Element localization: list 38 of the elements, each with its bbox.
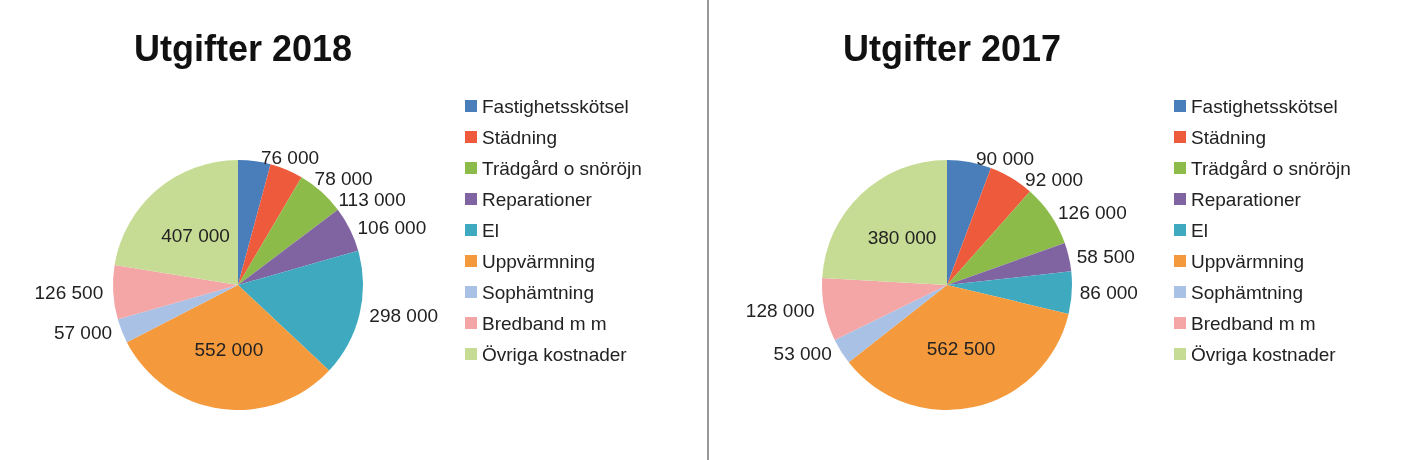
legend-label: Städning: [1191, 126, 1267, 148]
data-label: 407 000: [161, 224, 230, 246]
data-label: 380 000: [867, 226, 937, 248]
data-label: 106 000: [357, 216, 427, 238]
data-label: 58 500: [1076, 245, 1135, 267]
legend-label: Fastighetsskötsel: [1191, 95, 1338, 117]
data-label: 78 000: [314, 167, 373, 189]
data-label: 298 000: [369, 304, 439, 326]
legend-label: Sophämtning: [482, 281, 594, 303]
legend-label: Fastighetsskötsel: [482, 95, 629, 117]
legend-label: Trädgård o snöröjn: [1191, 157, 1351, 179]
legend-label: Uppvärmning: [482, 250, 595, 272]
legend-label: Reparationer: [482, 188, 593, 210]
legend-label: Övriga kostnader: [482, 343, 628, 365]
data-label: 57 000: [53, 321, 113, 343]
data-label: 552 000: [194, 339, 264, 361]
data-label: 92 000: [1025, 168, 1084, 190]
legend-label: Sophämtning: [1191, 281, 1303, 303]
legend-label: Bredband m m: [482, 312, 607, 334]
data-label: 86 000: [1079, 282, 1138, 304]
legend-label: Trädgård o snöröjn: [482, 157, 642, 179]
chart-title: Utgifter 2017: [842, 27, 1062, 69]
legend-label: El: [1191, 219, 1208, 241]
chart-title: Utgifter 2018: [133, 27, 353, 69]
legend-label: Städning: [482, 126, 558, 148]
legend-label: Uppvärmning: [1191, 250, 1304, 272]
legend-label: Övriga kostnader: [1191, 343, 1337, 365]
legend-label: Bredband m m: [1191, 312, 1316, 334]
data-label: 128 000: [745, 300, 815, 322]
legend-label: El: [482, 219, 499, 241]
data-label: 76 000: [260, 146, 320, 168]
data-label: 113 000: [338, 188, 406, 210]
data-label: 126 000: [1058, 202, 1127, 224]
data-label: 562 500: [926, 338, 996, 360]
legend-label: Reparationer: [1191, 188, 1302, 210]
data-label: 53 000: [773, 343, 832, 365]
data-label: 90 000: [976, 147, 1035, 169]
data-label: 126 500: [34, 282, 104, 304]
